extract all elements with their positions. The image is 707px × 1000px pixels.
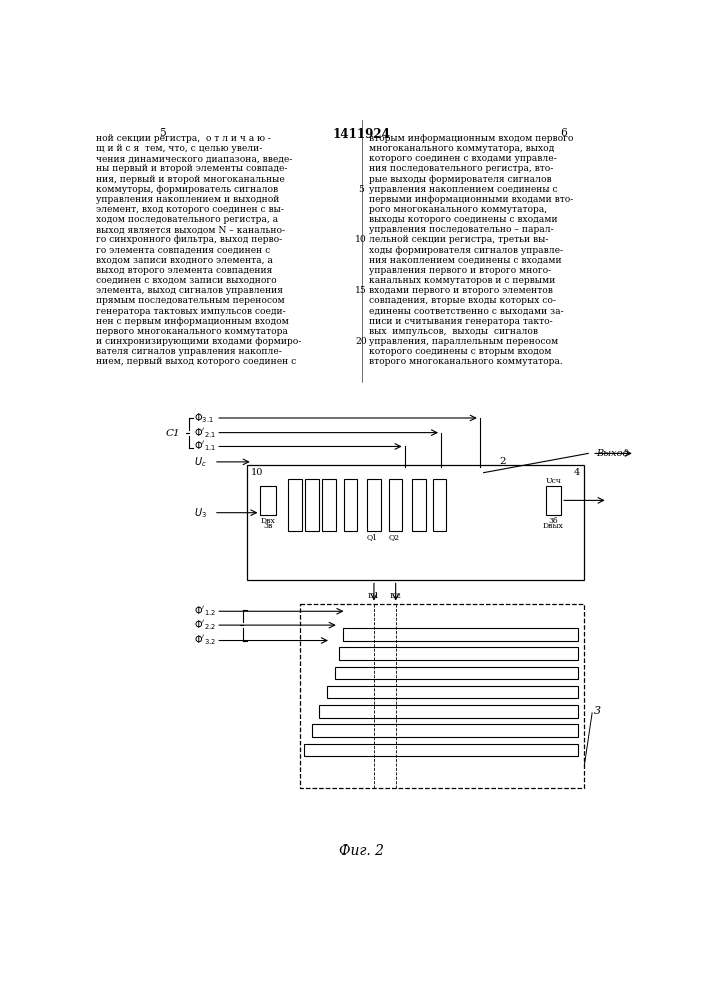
Text: чения динамического диапазона, введе-: чения динамического диапазона, введе-	[96, 154, 293, 163]
Text: щ и й с я  тем, что, с целью увели-: щ и й с я тем, что, с целью увели-	[96, 144, 262, 153]
Text: и синхронизирующими входами формиро-: и синхронизирующими входами формиро-	[96, 337, 301, 346]
Text: первого многоканального коммутатора: первого многоканального коммутатора	[96, 327, 288, 336]
Text: рые выходы формирователя сигналов: рые выходы формирователя сигналов	[369, 175, 551, 184]
Text: D1: D1	[368, 592, 380, 600]
Text: прямым последовательным переносом: прямым последовательным переносом	[96, 296, 285, 305]
Text: которого соединен с входами управле-: которого соединен с входами управле-	[369, 154, 556, 163]
Text: 6: 6	[560, 128, 567, 138]
Bar	[320, 705, 578, 718]
Text: $\Phi'_{2.2}$: $\Phi'_{2.2}$	[194, 618, 216, 632]
Text: ной секции регистра,  о т л и ч а ю -: ной секции регистра, о т л и ч а ю -	[96, 134, 271, 143]
Text: $\Phi'_{2.1}$: $\Phi'_{2.1}$	[194, 426, 216, 440]
Text: генератора тактовых импульсов соеди-: генератора тактовых импульсов соеди-	[96, 307, 286, 316]
Bar	[339, 647, 578, 660]
Bar	[288, 479, 301, 531]
Text: ходы формирователя сигналов управле-: ходы формирователя сигналов управле-	[369, 246, 563, 255]
Bar	[305, 479, 319, 531]
Text: Выход: Выход	[596, 449, 629, 458]
Text: 3в: 3в	[264, 522, 273, 530]
Bar	[546, 486, 561, 515]
Text: рого многоканального коммутатора,: рого многоканального коммутатора,	[369, 205, 547, 214]
Text: $\Phi'_{1.2}$: $\Phi'_{1.2}$	[194, 604, 216, 618]
Text: многоканального коммутатора, выход: многоканального коммутатора, выход	[369, 144, 554, 153]
Text: Dвх: Dвх	[261, 517, 276, 525]
Text: ния последовательного регистра, вто-: ния последовательного регистра, вто-	[369, 164, 554, 173]
Bar	[312, 724, 578, 737]
Text: управления накоплением соединены с: управления накоплением соединены с	[369, 185, 558, 194]
Text: единены соответственно с выходами за-: единены соответственно с выходами за-	[369, 307, 563, 316]
Text: нен с первым информационным входом: нен с первым информационным входом	[96, 317, 289, 326]
Text: Q1: Q1	[367, 533, 378, 541]
Text: входом записи входного элемента, а: входом записи входного элемента, а	[96, 256, 273, 265]
Text: 15: 15	[356, 286, 367, 295]
Text: 1411924: 1411924	[333, 128, 391, 141]
Text: Uсч: Uсч	[546, 477, 561, 485]
Bar	[343, 628, 578, 641]
Text: го синхронного фильтра, выход перво-: го синхронного фильтра, выход перво-	[96, 235, 282, 244]
Text: коммуторы, формирователь сигналов: коммуторы, формирователь сигналов	[96, 185, 279, 194]
Text: 3: 3	[594, 706, 601, 716]
Bar	[368, 479, 380, 531]
Text: первыми информационными входами вто-: первыми информационными входами вто-	[369, 195, 573, 204]
Text: 5: 5	[158, 128, 165, 138]
Text: элемента, выход сигналов управления: элемента, выход сигналов управления	[96, 286, 283, 295]
Text: управления первого и второго много-: управления первого и второго много-	[369, 266, 551, 275]
Text: нием, первый выход которого соединен с: нием, первый выход которого соединен с	[96, 357, 296, 366]
Text: управления, параллельным переносом: управления, параллельным переносом	[369, 337, 558, 346]
Text: 3б: 3б	[549, 517, 559, 525]
Text: 10: 10	[251, 468, 264, 477]
Bar	[304, 744, 578, 756]
Text: совпадения, вторые входы которых со-: совпадения, вторые входы которых со-	[369, 296, 556, 305]
Bar	[327, 686, 578, 698]
Text: вых  импульсов,  выходы  сигналов: вых импульсов, выходы сигналов	[369, 327, 538, 336]
Text: выход второго элемента совпадения: выход второго элемента совпадения	[96, 266, 272, 275]
Text: $U_3$: $U_3$	[194, 506, 206, 520]
Text: Q2: Q2	[389, 533, 399, 541]
Text: ходом последовательного регистра, а: ходом последовательного регистра, а	[96, 215, 279, 224]
Text: $\Phi'_{1.1}$: $\Phi'_{1.1}$	[194, 440, 216, 453]
Text: входами первого и второго элементов: входами первого и второго элементов	[369, 286, 553, 295]
Text: ния накоплением соединены с входами: ния накоплением соединены с входами	[369, 256, 561, 265]
Text: 4: 4	[574, 468, 580, 477]
Text: выход является выходом N – канально-: выход является выходом N – канально-	[96, 225, 285, 234]
Text: лельной секции регистра, третьи вы-: лельной секции регистра, третьи вы-	[369, 235, 549, 244]
Text: 2: 2	[499, 457, 506, 466]
Bar	[412, 479, 426, 531]
Bar	[433, 479, 446, 531]
Bar	[300, 604, 585, 788]
Bar	[389, 479, 402, 531]
Text: вторым информационным входом первого: вторым информационным входом первого	[369, 134, 573, 143]
Text: 5: 5	[358, 185, 364, 194]
Text: 20: 20	[356, 337, 367, 346]
Bar	[335, 667, 578, 679]
Bar	[322, 479, 336, 531]
Text: ны первый и второй элементы совпаде-: ны первый и второй элементы совпаде-	[96, 164, 288, 173]
Text: которого соединены с вторым входом: которого соединены с вторым входом	[369, 347, 551, 356]
Text: писи и считывания генератора такто-: писи и считывания генератора такто-	[369, 317, 553, 326]
Bar	[344, 479, 357, 531]
Text: ния, первый и второй многоканальные: ния, первый и второй многоканальные	[96, 175, 285, 184]
Text: элемент, вход которого соединен с вы-: элемент, вход которого соединен с вы-	[96, 205, 284, 214]
Text: управления накоплением и выходной: управления накоплением и выходной	[96, 195, 279, 204]
Text: соединен с входом записи выходного: соединен с входом записи выходного	[96, 276, 276, 285]
Text: канальных коммутаторов и с первыми: канальных коммутаторов и с первыми	[369, 276, 555, 285]
Text: 10: 10	[356, 235, 367, 244]
Text: выходы которого соединены с входами: выходы которого соединены с входами	[369, 215, 558, 224]
Text: го элемента совпадения соединен с: го элемента совпадения соединен с	[96, 246, 270, 255]
Text: Dвых: Dвых	[543, 522, 563, 530]
Text: $U_c$: $U_c$	[194, 455, 206, 469]
Text: D2: D2	[390, 592, 402, 600]
Text: вателя сигналов управления накопле-: вателя сигналов управления накопле-	[96, 347, 282, 356]
Text: $\Phi'_{3.2}$: $\Phi'_{3.2}$	[194, 634, 216, 647]
Text: $\Phi_{3.1}$: $\Phi_{3.1}$	[194, 411, 214, 425]
Bar	[247, 465, 585, 580]
Text: Фиг. 2: Фиг. 2	[339, 844, 385, 858]
Bar	[260, 486, 276, 515]
Text: управления последовательно – парал-: управления последовательно – парал-	[369, 225, 554, 234]
Text: второго многоканального коммутатора.: второго многоканального коммутатора.	[369, 357, 563, 366]
Text: C1: C1	[165, 429, 180, 438]
